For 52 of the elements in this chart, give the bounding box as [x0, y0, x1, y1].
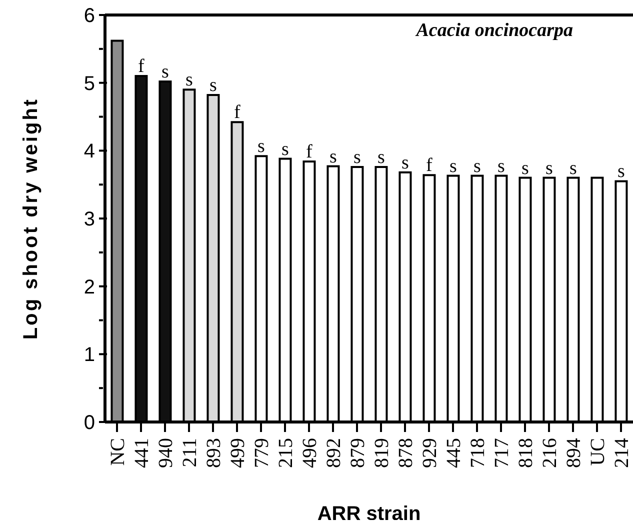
data-label: s: [378, 146, 385, 168]
y-tick-label: 1: [84, 344, 95, 366]
x-tick-label: 445: [443, 438, 465, 468]
x-tick-label: 216: [539, 438, 561, 468]
x-tick-label: 819: [371, 438, 393, 468]
x-tick-label: 211: [179, 438, 201, 468]
x-tick-label: 892: [323, 438, 345, 468]
y-tick-label: 4: [84, 140, 95, 163]
x-tick-label: 441: [131, 438, 153, 468]
x-tick-label: 929: [419, 438, 441, 468]
x-tick-label: 940: [155, 438, 177, 468]
y-axis-title: Log shoot dry weight: [20, 97, 42, 340]
y-tick-label: 5: [84, 72, 95, 95]
y-tick-label: 6: [84, 5, 95, 27]
data-label: s: [330, 146, 337, 168]
x-tick-label: UC: [587, 438, 609, 466]
y-tick-label: 2: [84, 276, 95, 298]
data-label: f: [138, 56, 146, 78]
x-tick-label: NC: [107, 438, 129, 466]
data-label: s: [258, 136, 265, 158]
data-label: f: [234, 102, 242, 124]
x-tick-label: 779: [251, 438, 273, 468]
x-tick-label: 215: [275, 438, 297, 468]
data-label: s: [570, 158, 577, 179]
x-tick-label: 894: [563, 438, 585, 468]
x-axis-title: ARR strain: [317, 503, 421, 525]
data-label: s: [450, 156, 457, 177]
x-tick-label: 878: [395, 438, 417, 468]
data-label: s: [282, 138, 289, 160]
data-label: s: [546, 158, 553, 179]
x-tick-label: 879: [347, 438, 369, 468]
y-tick-label: 0: [84, 412, 95, 434]
data-label: f: [306, 142, 314, 163]
x-tick-label: 214: [611, 438, 633, 468]
x-tick-label: 717: [491, 438, 513, 468]
data-label: s: [474, 156, 481, 177]
data-label: s: [210, 75, 217, 96]
chart-title: Acacia oncinocarpa: [416, 20, 573, 42]
data-label: s: [402, 152, 409, 174]
x-tick-label: 499: [227, 438, 249, 468]
x-tick-label: 718: [467, 438, 489, 468]
data-label: s: [522, 158, 529, 179]
data-label: s: [354, 146, 361, 168]
data-label: s: [498, 156, 505, 177]
x-tick-label: 818: [515, 438, 537, 468]
data-label: s: [162, 61, 169, 82]
data-label: f: [426, 155, 434, 176]
data-label: s: [186, 70, 193, 91]
data-label: s: [618, 161, 625, 182]
x-tick-label: 893: [203, 438, 225, 468]
x-tick-label: 496: [299, 438, 321, 468]
y-tick-label: 3: [84, 208, 95, 230]
